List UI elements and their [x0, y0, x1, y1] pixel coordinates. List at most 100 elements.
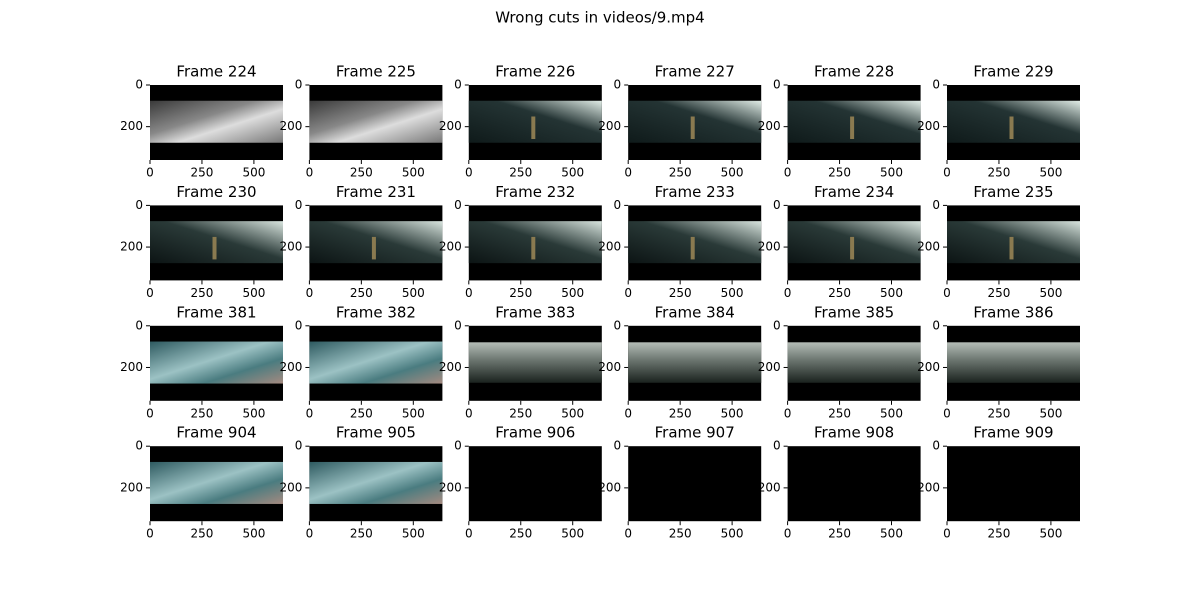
- y-tick-label: 200: [758, 119, 781, 133]
- x-tick-label: 0: [146, 286, 154, 300]
- x-tick-label: 500: [561, 527, 584, 541]
- panel-title: Frame 906: [495, 424, 575, 442]
- panel-title: Frame 226: [495, 63, 575, 81]
- y-tick-label: 0: [932, 198, 940, 212]
- x-tick-label: 250: [988, 527, 1011, 541]
- x-tick-label: 500: [242, 286, 265, 300]
- x-tick-label: 500: [1039, 166, 1062, 180]
- y-tick-label: 200: [279, 240, 302, 254]
- x-tick-label: 250: [350, 406, 373, 420]
- panel-title: Frame 228: [814, 63, 894, 81]
- x-tick-label: 250: [350, 166, 373, 180]
- x-tick-label: 500: [242, 166, 265, 180]
- x-tick-label: 500: [561, 406, 584, 420]
- panel-title: Frame 909: [973, 424, 1053, 442]
- panel-title: Frame 227: [655, 63, 735, 81]
- y-tick-label: 0: [773, 78, 781, 92]
- x-tick-label: 500: [880, 527, 903, 541]
- frame-content: [309, 100, 443, 143]
- road-line: [531, 116, 536, 139]
- road-line: [212, 236, 217, 260]
- x-tick-label: 500: [1039, 406, 1062, 420]
- panel-title: Frame 225: [336, 63, 416, 81]
- x-tick-label: 0: [784, 286, 792, 300]
- x-tick-label: 250: [350, 527, 373, 541]
- y-tick-label: 0: [135, 78, 143, 92]
- x-tick-label: 500: [721, 406, 744, 420]
- x-tick-label: 250: [350, 286, 373, 300]
- x-tick-label: 0: [465, 286, 473, 300]
- frame-content: [628, 342, 762, 383]
- road-line: [690, 116, 695, 139]
- x-tick-label: 500: [721, 527, 744, 541]
- y-tick-label: 200: [758, 480, 781, 494]
- x-tick-label: 0: [146, 166, 154, 180]
- x-tick-label: 250: [669, 166, 692, 180]
- y-tick-label: 0: [773, 198, 781, 212]
- frame-content: [150, 100, 283, 143]
- x-tick-label: 250: [509, 166, 532, 180]
- x-tick-label: 500: [880, 406, 903, 420]
- x-tick-label: 500: [721, 286, 744, 300]
- road-line: [850, 236, 855, 260]
- y-tick-label: 0: [135, 439, 143, 453]
- panel-title: Frame 231: [336, 183, 416, 201]
- x-tick-label: 500: [561, 286, 584, 300]
- x-tick-label: 250: [669, 406, 692, 420]
- x-tick-label: 0: [306, 166, 314, 180]
- y-tick-label: 200: [917, 360, 940, 374]
- x-tick-label: 0: [465, 166, 473, 180]
- frame-content: [150, 461, 283, 504]
- x-tick-label: 250: [828, 286, 851, 300]
- y-tick-label: 200: [598, 360, 621, 374]
- x-tick-label: 0: [624, 166, 632, 180]
- x-tick-label: 250: [669, 527, 692, 541]
- x-tick-label: 250: [509, 406, 532, 420]
- panel-title: Frame 234: [814, 183, 894, 201]
- x-tick-label: 500: [402, 166, 425, 180]
- y-tick-label: 0: [295, 439, 303, 453]
- panel-title: Frame 905: [336, 424, 416, 442]
- road-line: [1009, 236, 1014, 260]
- frame-image: [787, 446, 921, 522]
- y-tick-label: 200: [279, 360, 302, 374]
- y-tick-label: 200: [917, 480, 940, 494]
- panel-title: Frame 229: [973, 63, 1053, 81]
- y-tick-label: 200: [439, 119, 462, 133]
- y-tick-label: 200: [439, 480, 462, 494]
- y-tick-label: 0: [614, 198, 622, 212]
- frame-content: [947, 342, 1080, 383]
- x-tick-label: 0: [943, 406, 951, 420]
- y-tick-label: 0: [295, 78, 303, 92]
- x-tick-label: 0: [306, 286, 314, 300]
- frame-content: [309, 461, 443, 504]
- y-tick-label: 0: [773, 318, 781, 332]
- y-tick-label: 200: [439, 360, 462, 374]
- x-tick-label: 250: [988, 286, 1011, 300]
- x-tick-label: 250: [191, 406, 214, 420]
- y-tick-label: 200: [917, 240, 940, 254]
- x-tick-label: 500: [1039, 286, 1062, 300]
- y-tick-label: 200: [598, 240, 621, 254]
- x-tick-label: 250: [191, 527, 214, 541]
- x-tick-label: 500: [402, 406, 425, 420]
- y-tick-label: 200: [120, 360, 143, 374]
- y-tick-label: 0: [932, 78, 940, 92]
- y-tick-label: 200: [917, 119, 940, 133]
- x-tick-label: 500: [561, 166, 584, 180]
- x-tick-label: 0: [306, 527, 314, 541]
- panel-title: Frame 233: [655, 183, 735, 201]
- figure-title: Wrong cuts in videos/9.mp4: [495, 9, 704, 27]
- frame-content: [150, 341, 283, 384]
- x-tick-label: 0: [146, 527, 154, 541]
- road-line: [1009, 116, 1014, 139]
- y-tick-label: 0: [454, 439, 462, 453]
- x-tick-label: 500: [242, 527, 265, 541]
- x-tick-label: 500: [242, 406, 265, 420]
- panel-title: Frame 383: [495, 303, 575, 321]
- y-tick-label: 0: [773, 439, 781, 453]
- x-tick-label: 500: [880, 286, 903, 300]
- x-tick-label: 500: [1039, 527, 1062, 541]
- panel-title: Frame 224: [176, 63, 256, 81]
